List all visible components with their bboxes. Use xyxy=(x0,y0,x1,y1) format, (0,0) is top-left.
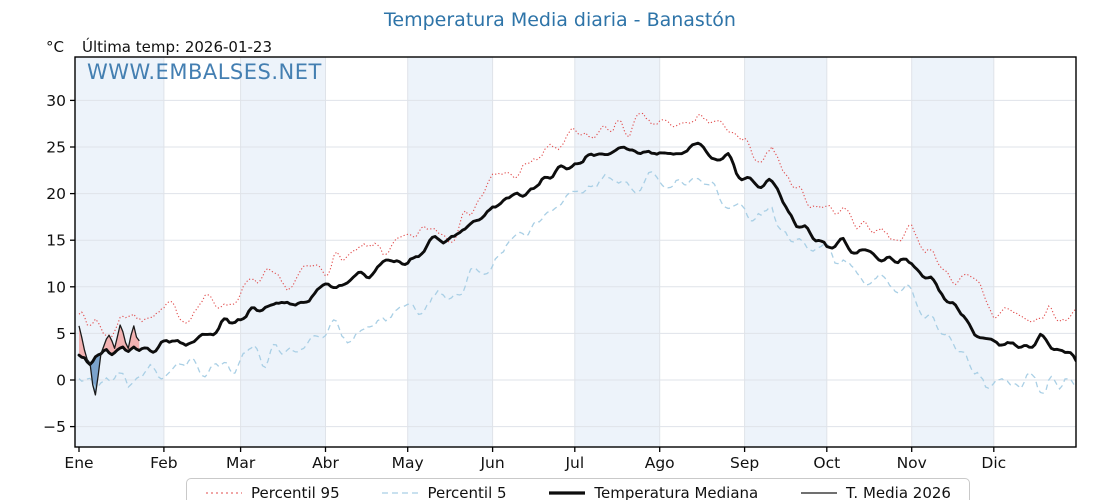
last-temp-label: Última temp: 2026-01-23 xyxy=(82,38,273,56)
y-tick-label: 25 xyxy=(46,138,66,156)
y-tick-label: 15 xyxy=(46,232,66,250)
legend-label: Percentil 5 xyxy=(427,484,507,500)
legend-item-temperatura-mediana: Temperatura Mediana xyxy=(548,484,758,500)
month-bands xyxy=(75,57,994,447)
month-band xyxy=(75,57,164,447)
series-t-media-2026 xyxy=(78,324,140,396)
legend: Percentil 95 Percentil 5 Temperatura Media… xyxy=(186,478,970,500)
x-tick-label: Abr xyxy=(312,454,339,472)
y-tick-label: 0 xyxy=(56,372,66,390)
x-tick-label: Mar xyxy=(226,454,256,472)
legend-swatch-solid xyxy=(549,491,586,495)
month-band xyxy=(407,57,493,447)
x-tick-label: Dic xyxy=(981,454,1006,472)
x-tick-label: Jun xyxy=(479,454,504,472)
legend-item-t-media-2026: T. Media 2026 xyxy=(800,484,951,500)
x-tick-label: Feb xyxy=(150,454,177,472)
legend-item-percentil-5: Percentil 5 xyxy=(381,484,507,500)
series-percentil-5 xyxy=(78,171,1076,394)
legend-item-percentil-95: Percentil 95 xyxy=(205,484,340,500)
x-tick-label: Ene xyxy=(64,454,93,472)
x-tick-label: Oct xyxy=(813,454,840,472)
y-axis-units-label: °C xyxy=(46,38,64,56)
y-tick-label: 20 xyxy=(46,185,66,203)
tick-labels: −5 0 5 10 15 20 25 30 Ene Feb Mar Abr May Jun Jul Ago Se… xyxy=(43,92,1006,472)
watermark: WWW.EMBALSES.NET xyxy=(87,60,322,84)
fill-above-median xyxy=(100,325,140,355)
chart-subheader: °C Última temp: 2026-01-23 xyxy=(0,38,1120,58)
legend-label: Temperatura Mediana xyxy=(594,484,759,500)
legend-swatch-dotted xyxy=(206,492,242,494)
series-temperatura-mediana xyxy=(77,141,1076,366)
gridlines xyxy=(75,57,1076,447)
axes xyxy=(70,56,1077,452)
x-tick-label: May xyxy=(392,454,424,472)
x-tick-label: Nov xyxy=(897,454,927,472)
y-tick-label: 10 xyxy=(46,278,66,296)
month-band xyxy=(744,57,827,447)
y-tick-label: 30 xyxy=(46,92,66,110)
x-tick-label: Sep xyxy=(730,454,759,472)
legend-label: Percentil 95 xyxy=(251,484,340,500)
plot-border xyxy=(74,56,1077,448)
y-tick-label: −5 xyxy=(43,418,66,436)
month-band xyxy=(240,57,326,447)
chart-title: Temperatura Media diaria - Banastón xyxy=(384,9,736,31)
y-tick-label: 5 xyxy=(56,325,66,343)
legend-label: T. Media 2026 xyxy=(846,484,951,500)
x-tick-label: Jul xyxy=(564,454,584,472)
series-layer xyxy=(77,112,1076,396)
fill-above-median xyxy=(79,325,91,365)
x-tick-label: Ago xyxy=(645,454,675,472)
legend-swatch-dashed xyxy=(382,492,419,494)
legend-swatch-solid xyxy=(801,492,838,494)
month-band xyxy=(574,57,660,447)
month-band xyxy=(911,57,994,447)
series-percentil-95 xyxy=(78,112,1076,338)
